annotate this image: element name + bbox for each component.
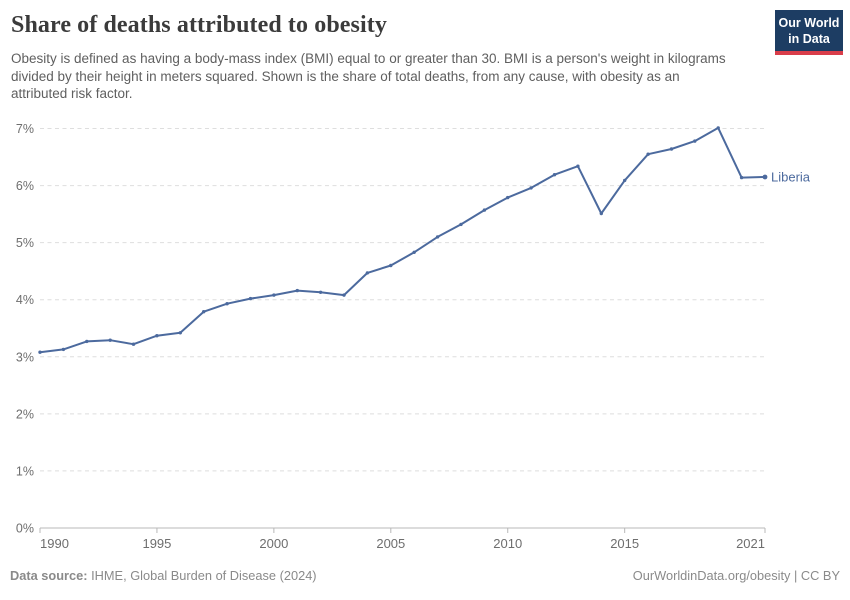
data-point-marker[interactable] [202,310,206,314]
owid-logo-line1: Our World [778,16,840,30]
data-point-marker[interactable] [155,334,159,338]
data-point-marker[interactable] [669,147,674,151]
y-axis-tick-label: 0% [16,522,34,536]
y-axis-tick-label: 2% [16,407,34,421]
x-axis-tick-label: 1990 [40,536,69,551]
x-axis-tick-label: 2000 [259,536,288,551]
data-point-marker[interactable] [295,288,299,293]
x-axis-tick-label: 1995 [142,536,171,551]
y-axis-tick-label: 6% [16,179,34,193]
y-axis-tick-label: 7% [16,122,34,136]
y-axis-tick-label: 4% [16,293,34,307]
data-point-marker[interactable] [365,271,370,275]
chart-subtitle: Obesity is defined as having a body-mass… [11,51,726,101]
data-point-marker[interactable] [459,222,463,227]
data-point-marker[interactable] [762,174,768,180]
data-point-marker[interactable] [552,173,557,177]
y-axis-tick-label: 3% [16,350,34,364]
series-line[interactable] [39,126,766,354]
data-point-marker[interactable] [529,186,533,190]
data-point-marker[interactable] [739,175,744,180]
data-point-marker[interactable] [576,164,580,168]
data-point-marker[interactable] [61,347,66,352]
data-point-marker[interactable] [412,250,416,254]
x-axis-tick-label: 2010 [493,536,522,551]
x-axis-tick-label: 2021 [736,536,765,551]
data-point-marker[interactable] [693,139,697,143]
x-axis-tick-label: 2015 [610,536,639,551]
data-point-marker[interactable] [108,338,112,342]
data-point-marker[interactable] [272,293,276,297]
data-point-marker[interactable] [342,293,346,297]
credit-link[interactable]: OurWorldinData.org/obesity | CC BY [632,568,840,583]
page-title: Share of deaths attributed to obesity [11,12,387,38]
y-axis-tick-label: 1% [16,464,34,478]
data-point-marker[interactable] [506,195,510,200]
data-point-marker[interactable] [225,302,229,306]
data-point-marker[interactable] [623,178,627,183]
data-point-marker[interactable] [646,152,650,156]
data-point-marker[interactable] [435,235,440,239]
data-point-marker[interactable] [482,208,487,212]
data-source-note: Data source: IHME, Global Burden of Dise… [10,568,317,583]
owid-logo[interactable]: Our World in Data [775,10,843,55]
data-point-marker[interactable] [131,342,136,346]
data-point-marker[interactable] [716,126,720,130]
data-point-marker[interactable] [389,263,393,268]
data-point-marker[interactable] [248,296,253,301]
data-point-marker[interactable] [38,350,42,354]
data-point-marker[interactable] [599,211,603,216]
owid-logo-line2: in Data [788,32,830,46]
x-axis-tick-label: 2005 [376,536,405,551]
y-axis-tick-label: 5% [16,236,34,250]
series-entity-label[interactable]: Liberia [771,170,811,185]
data-source-text: IHME, Global Burden of Disease (2024) [91,568,317,583]
data-point-marker[interactable] [85,339,89,344]
data-point-marker[interactable] [318,290,323,294]
data-source-label: Data source: [10,568,88,583]
data-point-marker[interactable] [178,331,182,335]
